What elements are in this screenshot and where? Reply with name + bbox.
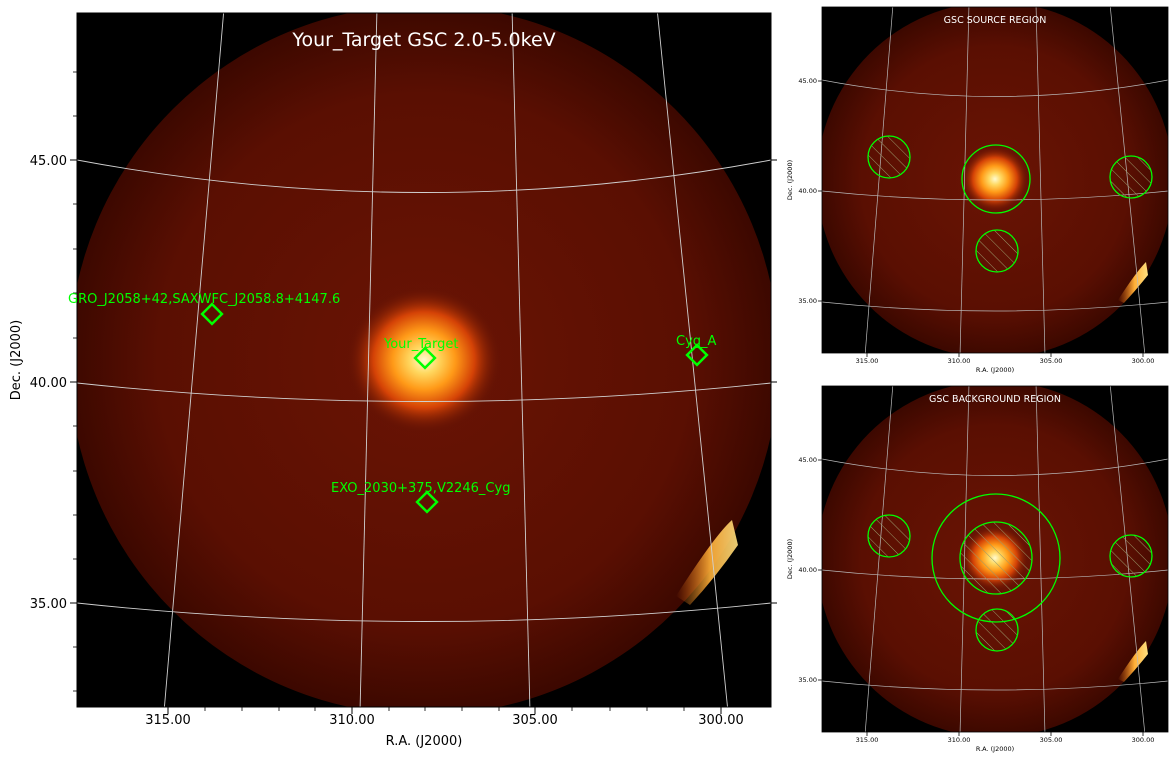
source-y-tick-label: 35.00	[798, 297, 817, 305]
source-label: GRO_J2058+42,SAXWFC_J2058.8+4147.6	[68, 292, 340, 307]
background-annulus-outer	[931, 493, 1061, 623]
main-target-emission	[346, 286, 502, 434]
main-x-tick-label: 310.00	[329, 713, 375, 728]
main-minor-ticks	[73, 71, 685, 711]
source-x-tick-label: 315.00	[856, 357, 879, 365]
source-target-emission	[961, 146, 1029, 212]
main-y-axis-title: Dec. (J2000)	[9, 320, 24, 400]
source-marker-diamond	[415, 490, 439, 514]
main-frame	[76, 12, 772, 708]
background-y-tick-label: 40.00	[798, 566, 817, 574]
source-panel-title: GSC SOURCE REGION	[944, 15, 1047, 26]
source-marker-diamond	[200, 302, 224, 326]
background-x-tick-label: 300.00	[1132, 736, 1155, 744]
source-x-tick-label: 305.00	[1040, 357, 1063, 365]
background-region-panel: 315.00 310.00 305.00 300.00 45.00 40.00 …	[786, 385, 1169, 753]
main-x-tick-label: 305.00	[512, 713, 558, 728]
main-y-tick-label: 35.00	[30, 597, 67, 612]
source-label: Cyg_A	[676, 334, 717, 349]
main-x-tick-label: 315.00	[145, 713, 191, 728]
source-x-tick-label: 310.00	[948, 357, 971, 365]
excluded-source-circle	[867, 514, 911, 558]
main-x-tick-label: 300.00	[698, 713, 744, 728]
source-edge-emission	[1118, 262, 1148, 303]
background-y-tick-label: 45.00	[798, 456, 817, 464]
main-panel: 315.00 310.00 305.00 300.00 45.00 40.00 …	[9, 12, 777, 749]
source-label: Your_Target	[383, 337, 458, 352]
source-region-panel: 315.00 310.00 305.00 300.00 45.00 40.00 …	[786, 6, 1169, 374]
background-x-axis-title: R.A. (J2000)	[976, 745, 1014, 753]
source-marker-diamond	[413, 346, 437, 370]
background-coordinate-grid	[822, 386, 1168, 732]
main-ticks	[70, 159, 777, 714]
main-source-markers	[200, 302, 709, 514]
main-edge-emission	[676, 520, 738, 605]
source-frame	[821, 6, 1169, 354]
excluded-target-circle	[959, 521, 1033, 595]
source-label: EXO_2030+375,V2246_Cyg	[331, 481, 510, 496]
main-x-axis-title: R.A. (J2000)	[386, 734, 463, 749]
source-marker-diamond	[685, 343, 709, 367]
source-y-axis-title: Dec. (J2000)	[786, 160, 794, 200]
background-ticks	[818, 459, 1144, 736]
excluded-source-circle	[1109, 534, 1153, 578]
source-y-tick-label: 40.00	[798, 187, 817, 195]
source-ticks	[818, 80, 1144, 357]
source-x-axis-title: R.A. (J2000)	[976, 366, 1014, 374]
excluded-source-circle	[975, 608, 1019, 652]
background-x-tick-label: 315.00	[856, 736, 879, 744]
background-frame	[821, 385, 1169, 733]
background-regions	[867, 493, 1153, 652]
excluded-source-circle	[867, 135, 911, 179]
background-edge-emission	[1118, 641, 1148, 682]
source-y-tick-label: 45.00	[798, 77, 817, 85]
background-panel-title: GSC BACKGROUND REGION	[929, 394, 1061, 405]
source-x-tick-label: 300.00	[1132, 357, 1155, 365]
main-y-tick-label: 40.00	[30, 376, 67, 391]
excluded-source-circle	[975, 229, 1019, 273]
background-y-tick-label: 35.00	[798, 676, 817, 684]
main-y-tick-label: 45.00	[30, 154, 67, 169]
main-title: Your_Target GSC 2.0-5.0keV	[291, 29, 555, 51]
background-x-tick-label: 310.00	[948, 736, 971, 744]
background-x-tick-label: 305.00	[1040, 736, 1063, 744]
source-regions	[867, 135, 1153, 273]
excluded-source-circle	[1109, 155, 1153, 199]
source-extraction-circle	[961, 144, 1031, 214]
background-y-axis-title: Dec. (J2000)	[786, 539, 794, 579]
